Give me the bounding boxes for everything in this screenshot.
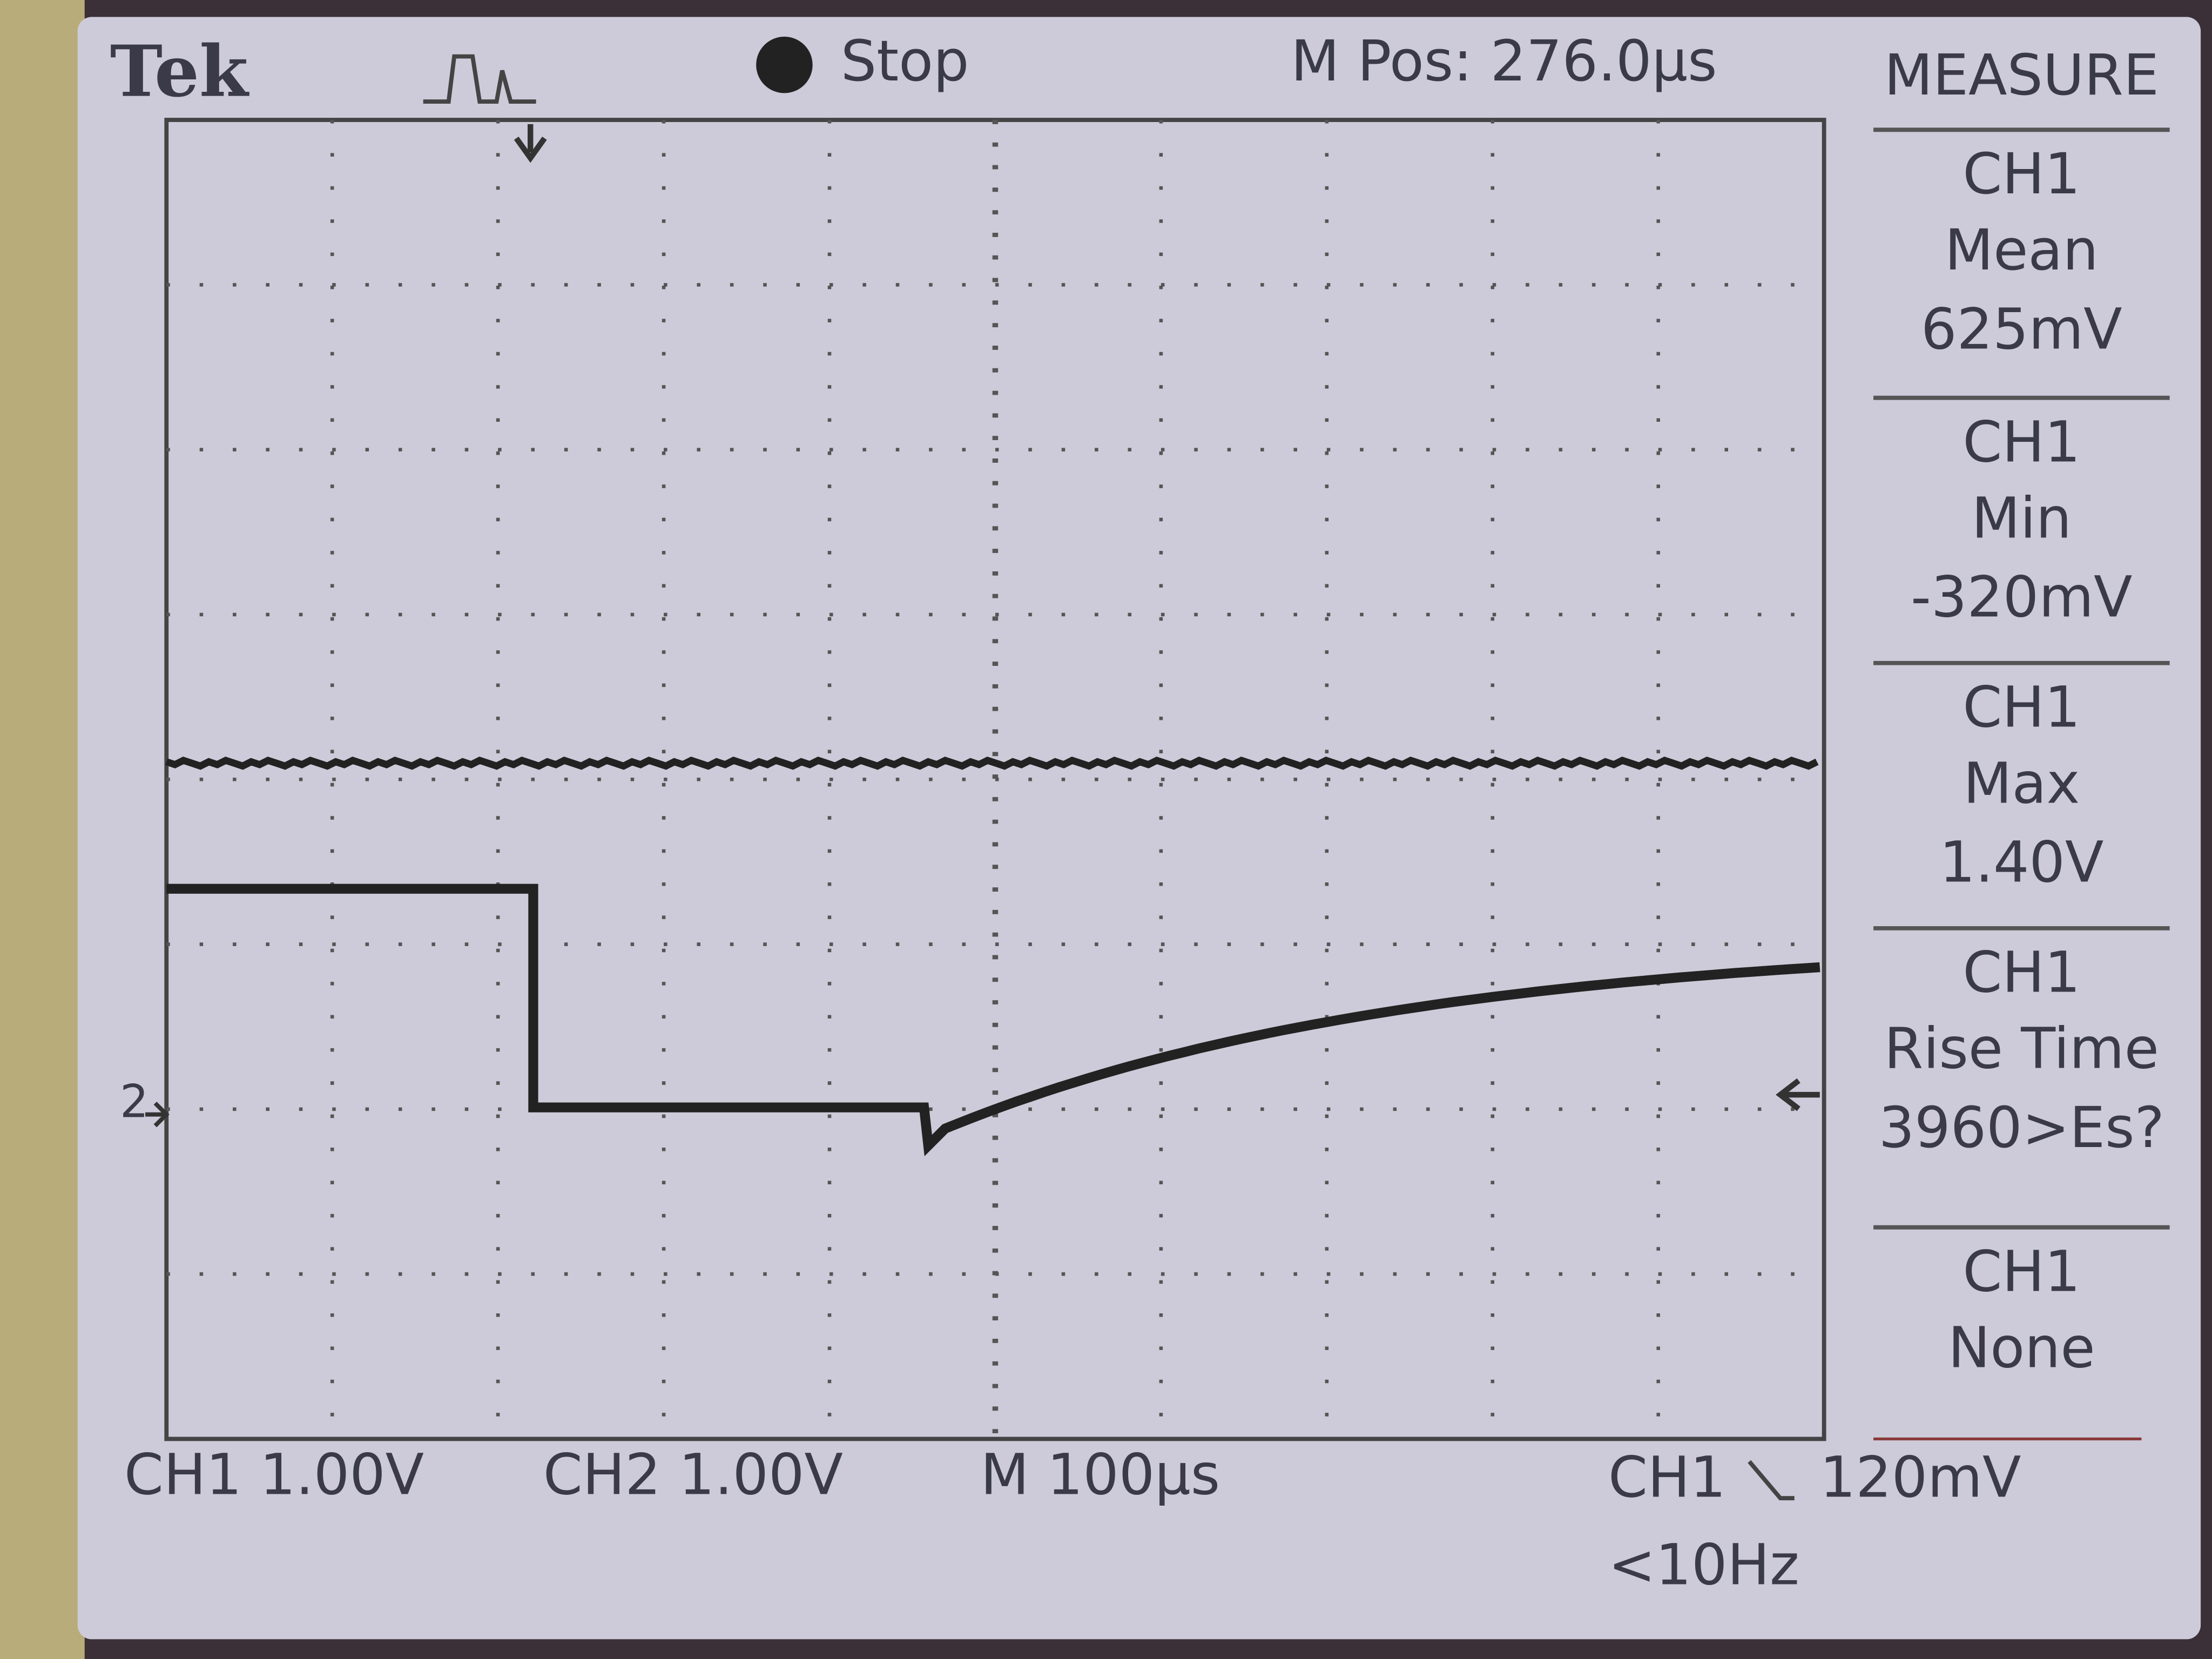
measure-value: 3960>Es? <box>1879 1095 2164 1161</box>
measure-value: 1.40V <box>1939 830 2103 895</box>
ch2-scale: CH2 1.00V <box>543 1441 843 1507</box>
measure-channel: CH1 <box>1963 409 2080 475</box>
measure-type: Max <box>1963 750 2080 816</box>
timebase: M 100µs <box>981 1441 1220 1507</box>
measure-panel: CH1 Mean 625mV CH1 Min -320mV CH1 Max 1.40V CH1 Ri… <box>1873 127 2170 1441</box>
measure-type: Mean <box>1945 217 2099 283</box>
ch2-ground-arrow <box>145 1102 170 1128</box>
measure-channel: CH1 <box>1963 141 2080 207</box>
measure-type: Min <box>1972 485 2072 551</box>
bezel-edge <box>0 0 85 1659</box>
traces <box>165 756 1820 1157</box>
trigger-level: 120mV <box>1820 1445 2021 1510</box>
measure-value: 625mV <box>1921 296 2122 362</box>
trigger-icon <box>423 54 536 104</box>
trigger-frequency: <10Hz <box>1608 1532 1799 1598</box>
horizontal-position: M Pos: 276.0µs <box>1291 28 1717 94</box>
display <box>77 17 2201 1640</box>
ch2-ground-marker: 2 <box>120 1075 149 1128</box>
run-status-icon <box>756 36 813 93</box>
measure-channel: CH1 <box>1963 939 2080 1005</box>
brand: Tek <box>110 30 249 113</box>
run-status: Stop <box>841 28 969 94</box>
measure-title: MEASURE <box>1884 42 2159 108</box>
ch1-trace <box>165 756 1819 770</box>
trigger-source: CH1 <box>1608 1445 1726 1510</box>
trigger-slope-icon <box>1748 1460 1795 1501</box>
trigger-level-marker <box>1776 1078 1820 1111</box>
ch1-scale: CH1 1.00V <box>124 1441 424 1507</box>
measure-value: -320mV <box>1911 564 2132 630</box>
measure-channel: CH1 <box>1963 1238 2080 1304</box>
measure-type: Rise Time <box>1884 1016 2159 1082</box>
trigger-position-marker <box>514 124 547 163</box>
measure-channel: CH1 <box>1963 674 2080 740</box>
measure-type: None <box>1948 1314 2095 1380</box>
ch2-trace <box>166 884 1820 1157</box>
